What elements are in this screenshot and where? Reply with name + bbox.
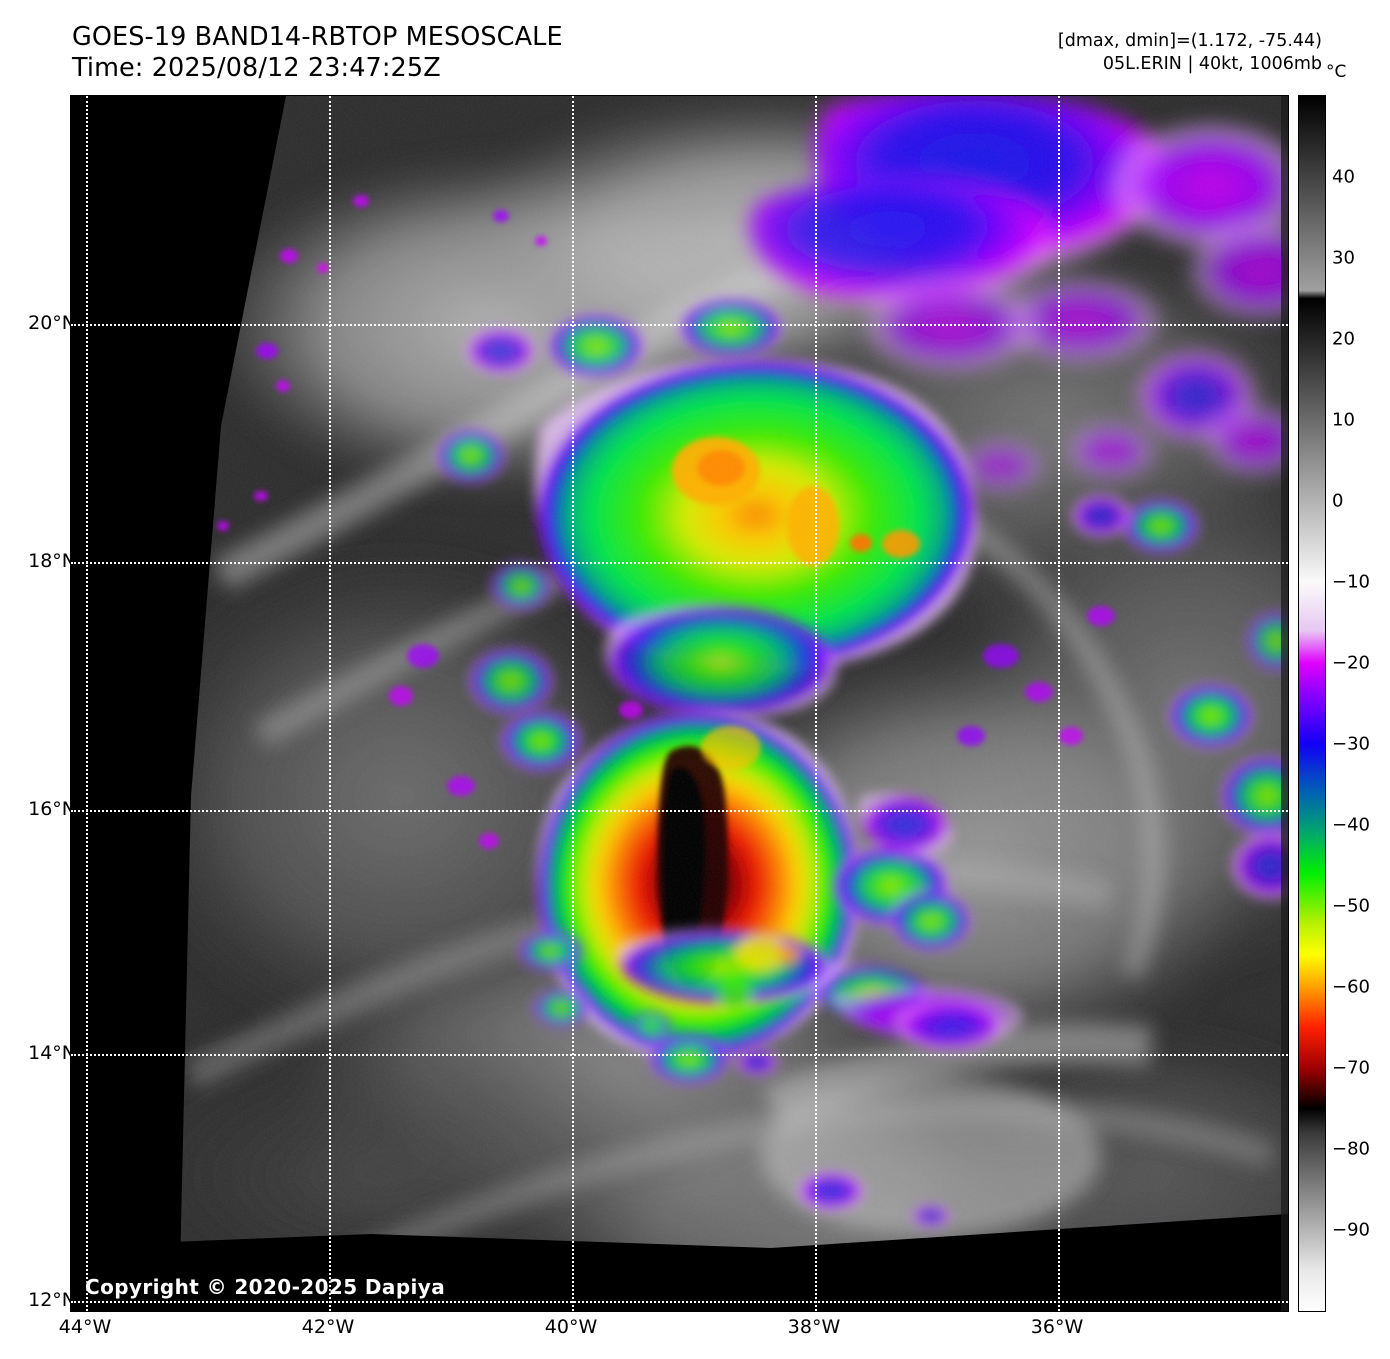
cbtick-30: 30	[1332, 247, 1355, 269]
ytick-label-18n: 18°N	[28, 550, 76, 572]
page-title: GOES-19 BAND14-RBTOP MESOSCALE Time: 202…	[72, 22, 563, 84]
data-range-label: [dmax, dmin]=(1.172, -75.44)	[1057, 31, 1322, 51]
metadata-block: [dmax, dmin]=(1.172, -75.44) 05L.ERIN | …	[1058, 30, 1322, 76]
no-data-strip-south	[71, 1214, 1288, 1311]
product-title: GOES-19 BAND14-RBTOP MESOSCALE	[72, 22, 563, 52]
xtick-label-42w: 42°W	[301, 1316, 355, 1338]
ytick-label-14n: 14°N	[28, 1042, 76, 1064]
cbtick-20: 20	[1332, 328, 1355, 350]
satellite-imagery-plot[interactable]: Copyright © 2020-2025 Dapiya	[70, 95, 1289, 1312]
cbtick-m70: −70	[1332, 1057, 1370, 1079]
xtick-label-44w: 44°W	[58, 1316, 112, 1338]
cbtick-m90: −90	[1332, 1219, 1370, 1241]
no-data-wedge-west	[71, 96, 286, 1311]
ytick-label-12n: 12°N	[28, 1289, 76, 1311]
colorbar-unit-label: °C	[1326, 62, 1347, 82]
cbtick-m60: −60	[1332, 976, 1370, 998]
storm-info-label: 05L.ERIN | 40kt, 1006mb	[1102, 54, 1322, 74]
ytick-label-16n: 16°N	[28, 798, 76, 820]
cbtick-m10: −10	[1332, 571, 1370, 593]
cbtick-m20: −20	[1332, 652, 1370, 674]
xtick-label-38w: 38°W	[787, 1316, 841, 1338]
cbtick-0: 0	[1332, 490, 1344, 512]
cbtick-m40: −40	[1332, 814, 1370, 836]
temperature-colorbar[interactable]	[1298, 95, 1326, 1312]
ytick-label-20n: 20°N	[28, 312, 76, 334]
ir-satellite-raster	[71, 96, 1288, 1311]
cbtick-m50: −50	[1332, 895, 1370, 917]
timestamp-label: Time: 2025/08/12 23:47:25Z	[72, 53, 441, 83]
cbtick-m80: −80	[1332, 1138, 1370, 1160]
cbtick-40: 40	[1332, 166, 1355, 188]
xtick-label-40w: 40°W	[544, 1316, 598, 1338]
cbtick-10: 10	[1332, 409, 1355, 431]
copyright-label: Copyright © 2020-2025 Dapiya	[85, 1275, 446, 1299]
xtick-label-36w: 36°W	[1030, 1316, 1084, 1338]
cbtick-m30: −30	[1332, 733, 1370, 755]
